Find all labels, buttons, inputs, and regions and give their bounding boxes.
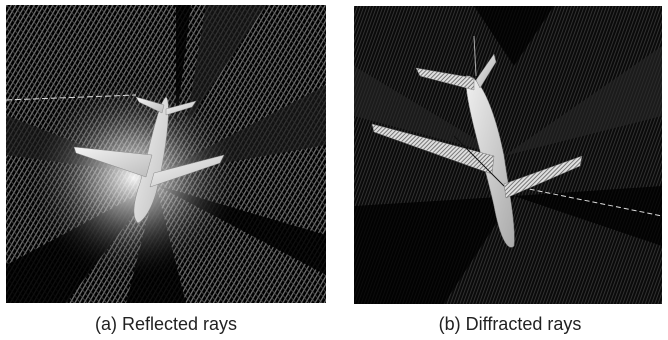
caption-diffracted-rays: (b) Diffracted rays (438, 314, 582, 334)
diffracted-rays-image (354, 6, 662, 304)
caption-reflected-rays: (a) Reflected rays (94, 314, 238, 334)
reflected-rays-image (6, 5, 326, 303)
